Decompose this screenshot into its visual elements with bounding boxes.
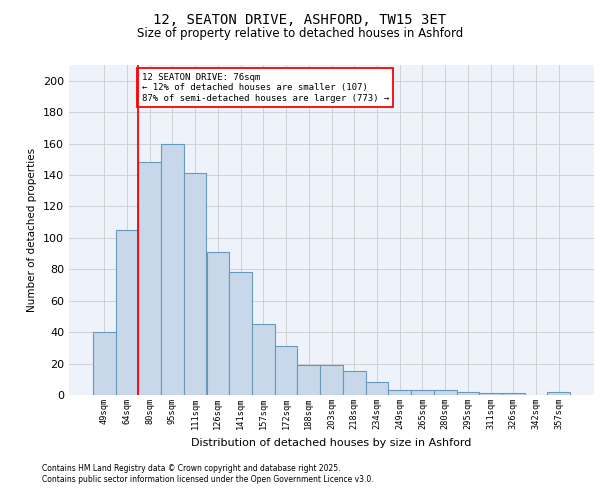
Text: Contains HM Land Registry data © Crown copyright and database right 2025.: Contains HM Land Registry data © Crown c… — [42, 464, 341, 473]
Bar — [547, 392, 570, 395]
Bar — [365, 382, 388, 395]
Bar — [411, 390, 434, 395]
Y-axis label: Number of detached properties: Number of detached properties — [28, 148, 37, 312]
Bar — [502, 394, 524, 395]
Bar — [206, 252, 229, 395]
Bar — [229, 272, 252, 395]
Bar — [320, 365, 343, 395]
Bar — [93, 332, 116, 395]
Bar — [457, 392, 479, 395]
Bar — [434, 390, 457, 395]
Bar — [161, 144, 184, 395]
Text: 12, SEATON DRIVE, ASHFORD, TW15 3ET: 12, SEATON DRIVE, ASHFORD, TW15 3ET — [154, 12, 446, 26]
Text: Contains public sector information licensed under the Open Government Licence v3: Contains public sector information licen… — [42, 475, 374, 484]
Bar — [343, 372, 365, 395]
Text: 12 SEATON DRIVE: 76sqm
← 12% of detached houses are smaller (107)
87% of semi-de: 12 SEATON DRIVE: 76sqm ← 12% of detached… — [142, 73, 389, 102]
Bar — [139, 162, 161, 395]
Bar — [252, 324, 275, 395]
Bar — [479, 394, 502, 395]
Text: Size of property relative to detached houses in Ashford: Size of property relative to detached ho… — [137, 28, 463, 40]
Bar — [275, 346, 298, 395]
Bar — [298, 365, 320, 395]
Bar — [184, 174, 206, 395]
X-axis label: Distribution of detached houses by size in Ashford: Distribution of detached houses by size … — [191, 438, 472, 448]
Bar — [116, 230, 139, 395]
Bar — [388, 390, 411, 395]
